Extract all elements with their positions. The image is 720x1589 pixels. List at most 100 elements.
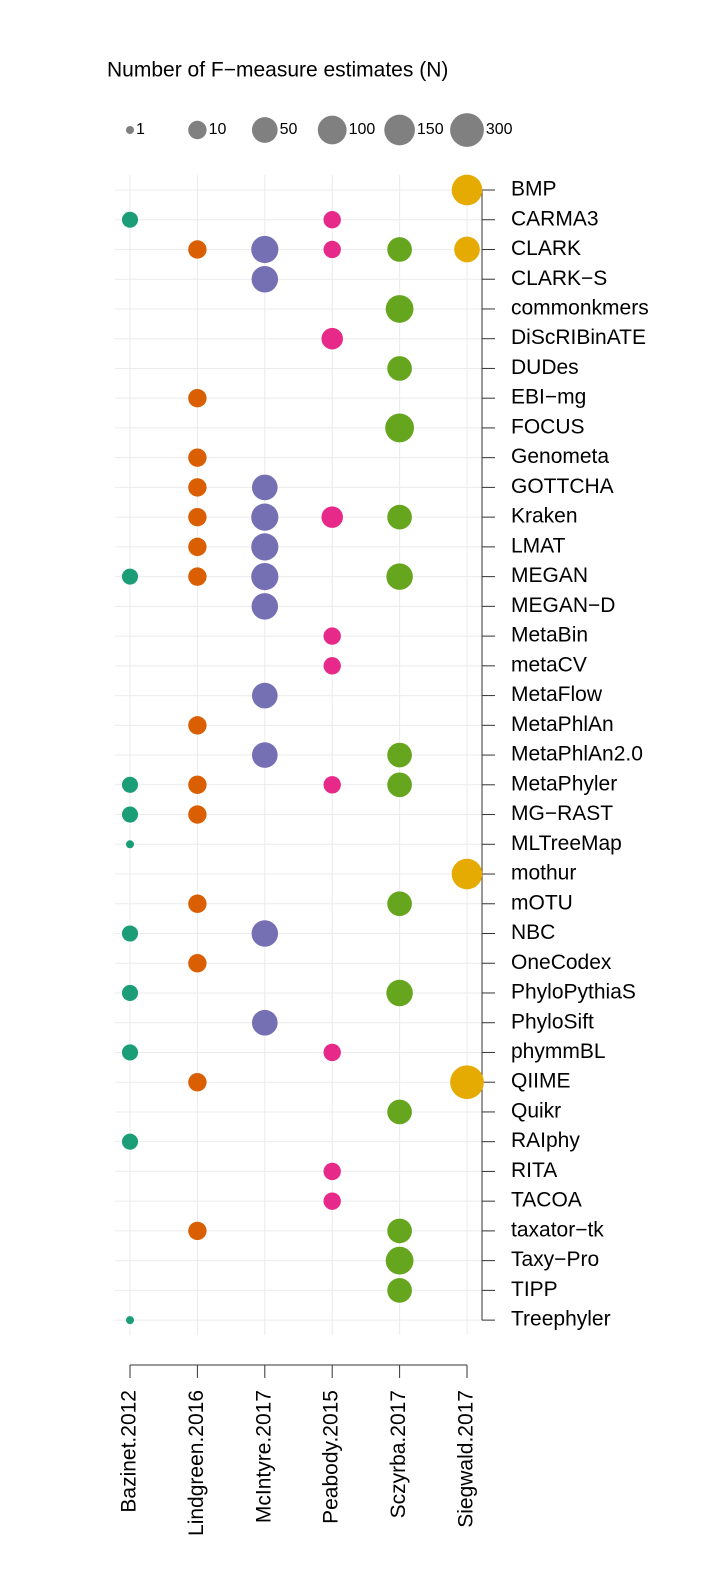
bubble xyxy=(387,1278,412,1303)
bubble xyxy=(188,1221,207,1241)
bubble xyxy=(386,979,413,1007)
y-tick-label: RITA xyxy=(511,1159,557,1182)
legend-label: 100 xyxy=(349,121,376,138)
bubble xyxy=(188,537,207,557)
y-tick-label: metaCV xyxy=(511,653,587,676)
bubble xyxy=(451,858,483,890)
bubble xyxy=(321,327,343,350)
y-tick-label: BMP xyxy=(511,178,557,201)
y-tick-label: Quikr xyxy=(511,1099,561,1122)
legend-label: 50 xyxy=(280,121,298,138)
bubble xyxy=(323,1192,341,1210)
y-tick-label: MLTreeMap xyxy=(511,832,622,855)
legend-title: Number of F−measure estimates (N) xyxy=(107,59,448,82)
bubble xyxy=(251,503,279,531)
legend-bubble xyxy=(450,113,484,147)
y-tick-label: Kraken xyxy=(511,505,578,528)
y-tick-label: PhyloPythiaS xyxy=(511,981,636,1004)
bubble xyxy=(385,295,414,323)
y-tick-label: RAIphy xyxy=(511,1129,580,1152)
y-tick-label: MetaPhyler xyxy=(511,772,617,795)
y-tick-label: EBI−mg xyxy=(511,386,586,409)
bubble xyxy=(323,240,341,259)
bubble xyxy=(323,211,341,229)
legend-bubble xyxy=(384,114,415,146)
y-tick-label: MetaBin xyxy=(511,624,588,647)
bubble xyxy=(323,1043,341,1062)
y-tick-label: OneCodex xyxy=(511,951,612,974)
bubble xyxy=(126,1316,134,1325)
bubble xyxy=(121,776,139,793)
bubble xyxy=(188,716,207,735)
y-tick-label: CLARK xyxy=(511,237,581,260)
bubble xyxy=(387,356,412,381)
bubble xyxy=(251,682,278,709)
bubble xyxy=(454,236,480,263)
legend-bubble xyxy=(126,126,134,134)
bubble xyxy=(121,806,139,823)
x-tick-label: Peabody.2015 xyxy=(320,1390,343,1524)
y-tick-label: MG−RAST xyxy=(511,802,613,825)
y-tick-label: GOTTCHA xyxy=(511,475,614,498)
bubble xyxy=(188,448,207,467)
legend-label: 150 xyxy=(417,121,444,138)
bubble xyxy=(387,1099,412,1125)
y-tick-label: MEGAN−D xyxy=(511,594,615,617)
bubble xyxy=(121,925,139,942)
y-tick-label: taxator−tk xyxy=(511,1218,604,1241)
x-tick-label: Sczyrba.2017 xyxy=(387,1390,410,1518)
y-tick-label: CLARK−S xyxy=(511,267,607,290)
y-tick-label: Treephyler xyxy=(511,1308,611,1331)
bubble xyxy=(121,984,139,1002)
bubble xyxy=(323,627,341,645)
y-tick-label: FOCUS xyxy=(511,415,585,438)
bubble xyxy=(385,1246,414,1275)
bubble xyxy=(251,474,278,501)
y-tick-label: mothur xyxy=(511,862,576,885)
bubble xyxy=(188,507,207,527)
bubble xyxy=(188,567,207,586)
bubble xyxy=(387,504,412,530)
legend-bubble xyxy=(251,117,278,143)
bubble xyxy=(387,237,412,262)
bubble xyxy=(323,1162,341,1181)
y-tick-label: MetaPhlAn2.0 xyxy=(511,743,643,766)
bubble xyxy=(251,265,279,293)
bubble xyxy=(387,1218,412,1244)
y-tick-label: LMAT xyxy=(511,534,566,557)
y-tick-label: NBC xyxy=(511,921,555,944)
y-tick-label: PhyloSift xyxy=(511,1010,594,1033)
y-tick-label: CARMA3 xyxy=(511,207,599,230)
y-tick-label: MEGAN xyxy=(511,564,588,587)
y-tick-label: DiScRIBinATE xyxy=(511,326,646,349)
y-tick-label: TACOA xyxy=(511,1189,582,1212)
bubble xyxy=(251,920,279,947)
y-tick-label: commonkmers xyxy=(511,297,649,320)
bubble xyxy=(188,478,207,497)
x-tick-label: McIntyre.2017 xyxy=(252,1390,275,1523)
bubble xyxy=(251,593,279,620)
x-tick-label: Siegwald.2017 xyxy=(455,1390,478,1528)
bubble xyxy=(385,413,414,443)
bubble xyxy=(387,742,412,768)
bubble xyxy=(121,1044,139,1061)
legend-bubble xyxy=(188,120,207,140)
y-tick-label: MetaFlow xyxy=(511,683,603,706)
bubble xyxy=(188,388,207,408)
y-tick-label: DUDes xyxy=(511,356,579,379)
y-tick-label: mOTU xyxy=(511,891,573,914)
y-tick-label: TIPP xyxy=(511,1278,558,1301)
bubble xyxy=(251,1009,278,1036)
bubble xyxy=(451,174,483,206)
bubble xyxy=(188,894,207,913)
legend-bubble xyxy=(317,115,347,145)
y-tick-label: MetaPhlAn xyxy=(511,713,614,736)
bubble xyxy=(188,954,207,973)
bubble xyxy=(387,891,412,917)
legend-label: 1 xyxy=(136,121,145,138)
bubble xyxy=(251,742,278,768)
bubble xyxy=(121,211,139,228)
bubble xyxy=(121,1133,139,1150)
bubble xyxy=(323,776,341,794)
bubble xyxy=(251,563,279,591)
